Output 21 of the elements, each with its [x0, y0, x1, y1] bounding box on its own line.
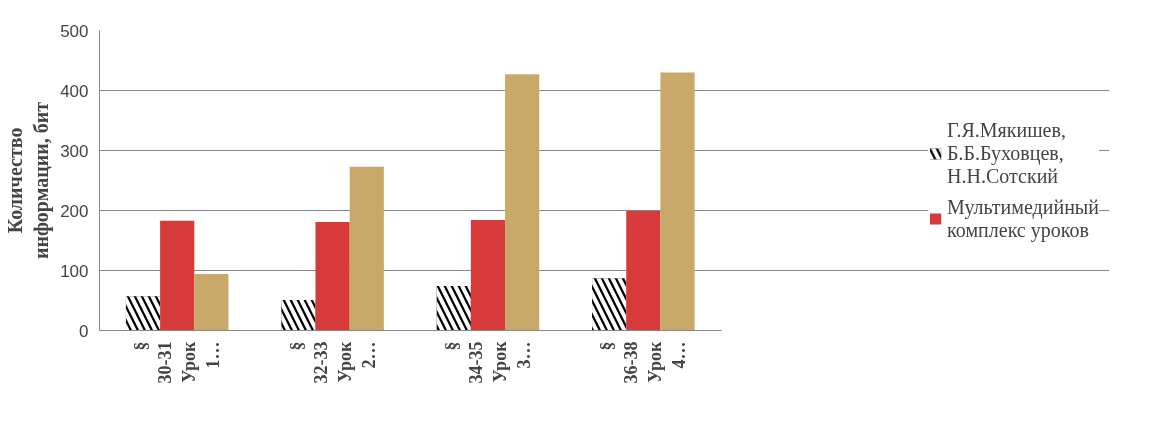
y-tick-label: 500: [60, 21, 89, 41]
bar: [349, 166, 384, 331]
y-tick-label: 400: [60, 81, 89, 101]
y-tick-label: 300: [60, 141, 89, 161]
y-axis-title: Количество информации, бит: [3, 101, 54, 260]
bar: [194, 274, 229, 331]
x-tick-label: § 30-31 Урок 1…: [131, 340, 224, 384]
y-tick-label: 0: [79, 321, 89, 341]
y-tick-label: 200: [60, 201, 89, 221]
x-tick-label: § 36-38 Урок 4…: [597, 340, 690, 384]
bar: [315, 221, 350, 331]
y-tick-label: 100: [60, 261, 89, 281]
bar: [160, 220, 195, 331]
x-tick-label: § 32-33 Урок 2…: [286, 340, 379, 384]
bar: [626, 211, 661, 331]
x-tick-label: § 34-35 Урок 3…: [441, 340, 534, 384]
legend-label: Мультимедийный комплекс уроков: [947, 195, 1099, 242]
bar: [660, 72, 695, 331]
bar: [470, 220, 506, 331]
legend-label: Г.Я.Мякишев, Б.Б.Буховцев, Н.Н.Сотский: [947, 118, 1066, 188]
bar: [505, 74, 540, 331]
